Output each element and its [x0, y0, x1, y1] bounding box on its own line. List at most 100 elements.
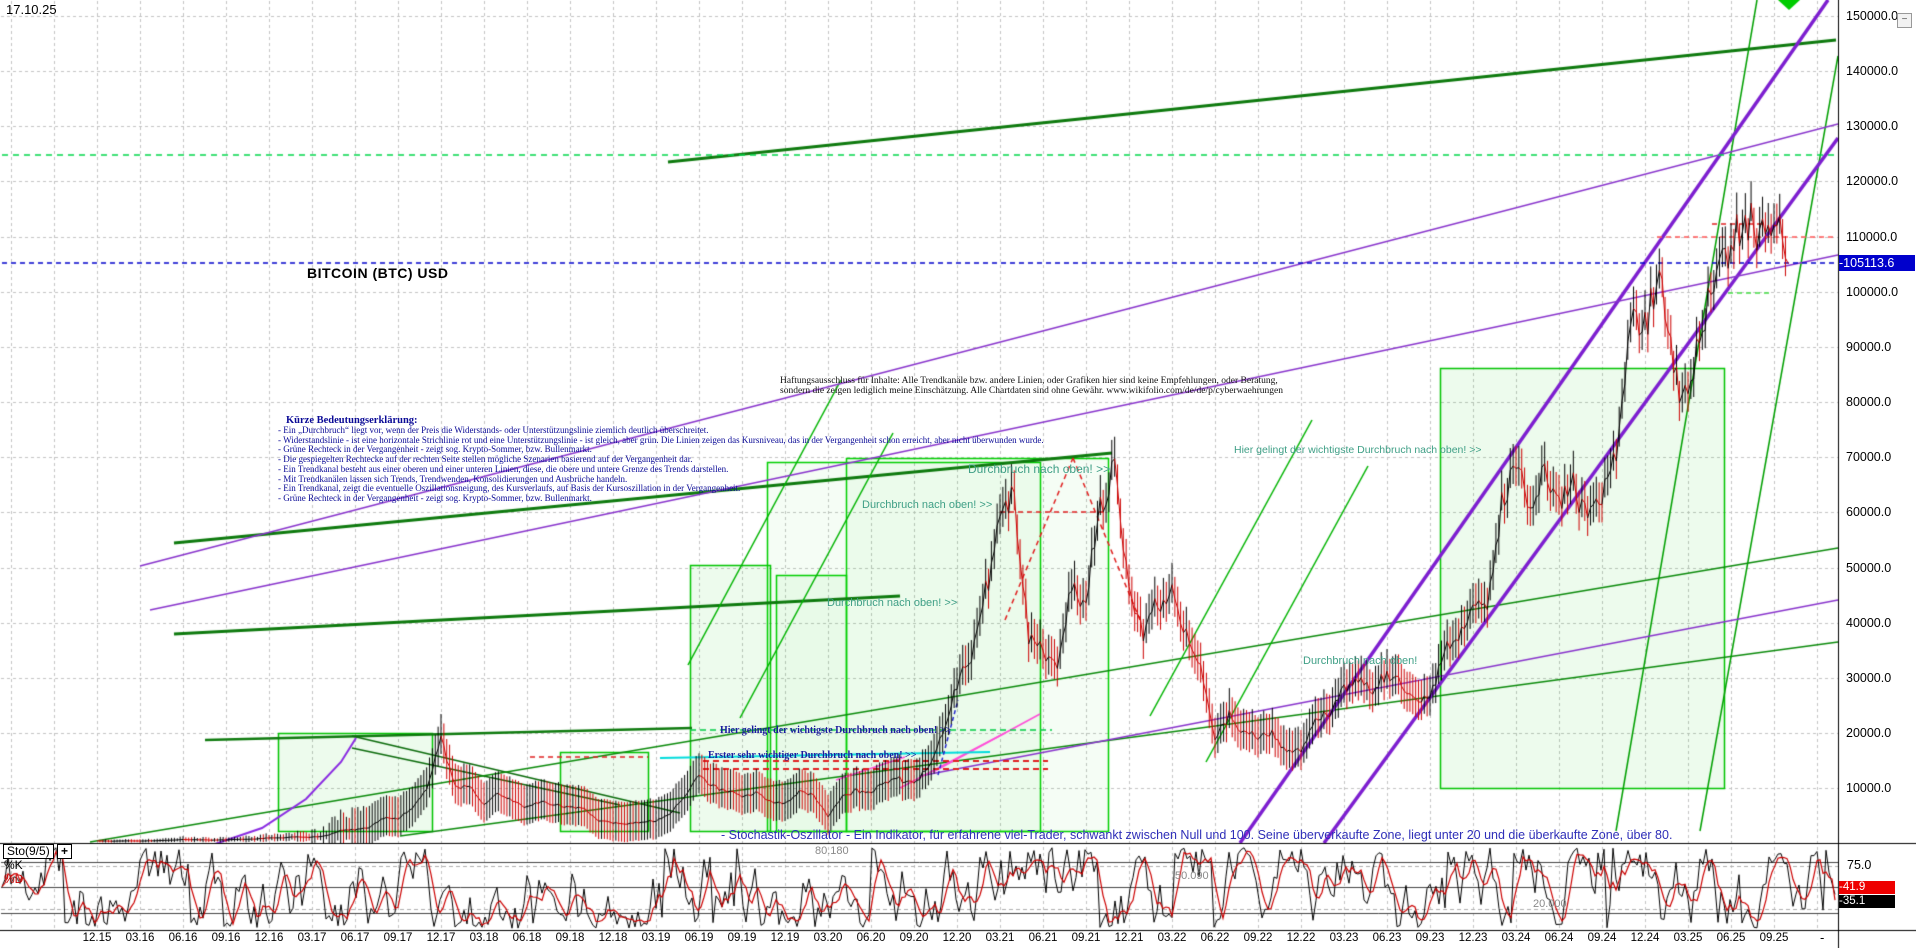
time-axis-label: 12.17 — [426, 932, 456, 944]
price-tick-label: 90000.0 — [1846, 339, 1892, 354]
time-axis-label: 03.23 — [1329, 932, 1359, 944]
price-tick-label: 140000.0 — [1846, 64, 1899, 79]
time-axis-label: 09.20 — [899, 932, 929, 944]
legend-line-2: - Widerstandslinie - ist eine horizontal… — [278, 434, 1044, 445]
time-axis-label: 03.18 — [469, 932, 499, 944]
price-tick-label: 150000.0 — [1846, 9, 1899, 23]
price-tick-label: 40000.0 — [1846, 615, 1892, 630]
time-axis-label: 12.19 — [770, 932, 800, 944]
time-axis-label: 03.16 — [125, 932, 155, 944]
stochastic-d-value-badge: -35.1 — [1839, 895, 1895, 908]
disclaimer-line1: Haftungsausschluss für Inhalte: Alle Tre… — [780, 376, 1278, 386]
time-axis-label: 03.17 — [297, 932, 327, 944]
annotation-durchbruch-2023: Durchbruch nach oben! — [1303, 655, 1418, 667]
time-axis-label: 03.24 — [1501, 932, 1531, 944]
price-tick-label: 50000.0 — [1846, 560, 1892, 575]
time-axis-label: 12.22 — [1286, 932, 1316, 944]
current-price-badge: -105113.6 — [1839, 255, 1915, 271]
time-axis-label: 09.24 — [1587, 932, 1617, 944]
oscillator-level-label: 50.090 — [1175, 870, 1209, 882]
legend-line-5: - Ein Trendkanal besteht aus einer obere… — [278, 463, 729, 474]
time-axis-label: 06.24 — [1544, 932, 1574, 944]
stochastic-k-label: %K — [4, 858, 23, 872]
annotation-durchbruch-2020: Durchbruch nach oben! >> — [862, 499, 993, 511]
time-axis-label: 09.21 — [1071, 932, 1101, 944]
time-axis-label: 06.23 — [1372, 932, 1402, 944]
time-axis-label: 06.17 — [340, 932, 370, 944]
price-tick-label: 130000.0 — [1846, 119, 1899, 134]
date-label: 17.10.25 — [6, 2, 57, 17]
legend-line-4: - Die gespiegelten Rechtecke auf der rec… — [278, 454, 693, 465]
annotation-wichtigster-durchbruch-2024: Hier gelingt der wichtigste Durchbruch n… — [1234, 444, 1482, 456]
time-axis-label: 06.19 — [684, 932, 714, 944]
legend-line-6: - Mit Trendkanälen lassen sich Trends, T… — [278, 473, 628, 484]
disclaimer-line2: sondern die zeigen lediglich meine Einsc… — [780, 385, 1283, 396]
time-axis-label: 12.18 — [598, 932, 628, 944]
disclaimer: Haftungsausschluss für Inhalte: Alle Tre… — [780, 376, 1283, 397]
axis-tick: - — [1839, 895, 1843, 907]
time-axis-label: 06.18 — [512, 932, 542, 944]
time-axis-label: 12.16 — [254, 932, 284, 944]
stochastic-d-value: 35.1 — [1842, 895, 1866, 907]
price-tick-label: 70000.0 — [1846, 450, 1892, 465]
time-axis-label: 06.21 — [1028, 932, 1058, 944]
current-price-value: 105113.6 — [1843, 256, 1895, 270]
time-axis-label: 12.20 — [942, 932, 972, 944]
legend-lines: - Ein „Durchbruch“ liegt vor, wenn der P… — [278, 425, 1044, 504]
legend-line-1: - Ein „Durchbruch“ liegt vor, wenn der P… — [278, 425, 709, 435]
legend-line-7: - Ein Trendkanal, zeigt die eventuelle O… — [278, 483, 741, 494]
axis-tick: - — [1839, 881, 1843, 893]
legend-line-3: - Grüne Rechteck in der Vergangenheit - … — [278, 444, 592, 455]
axis-corner-minus-button[interactable]: - — [1820, 930, 1825, 945]
time-axis-label: 06.16 — [168, 932, 198, 944]
legend-block: Kürze Bedeutungserklärung: - Ein „Durchb… — [278, 415, 1044, 504]
annotation-durchbruch-2021: Durchbruch nach oben! >> — [968, 462, 1111, 476]
time-axis-label: 12.15 — [82, 932, 112, 944]
annotation-wichtigster-durchbruch-2020: Hier gelingt der wichtigste Durchbruch n… — [720, 725, 952, 736]
time-axis-label: 09.23 — [1415, 932, 1445, 944]
time-axis-label: 03.20 — [813, 932, 843, 944]
indicator-add-button[interactable]: + — [57, 844, 72, 859]
price-tick-label: 100000.0 — [1846, 284, 1899, 299]
oscillator-level-label: 20.000 — [1533, 898, 1567, 910]
stochastic-k-value-badge: -41.9 — [1839, 881, 1895, 894]
time-axis-label: 09.16 — [211, 932, 241, 944]
time-axis-label: 12.23 — [1458, 932, 1488, 944]
annotation-erster-durchbruch-2017: Erster sehr wichtiger Durchbruch nach ob… — [708, 750, 917, 761]
time-axis-label: 03.25 — [1673, 932, 1703, 944]
time-axis-label: 09.25 — [1759, 932, 1789, 944]
stochastic-d-label: %D — [4, 872, 24, 886]
oscillator-level-label: 80.180 — [815, 845, 849, 857]
time-axis-label: 12.21 — [1114, 932, 1144, 944]
legend-title: Kürze Bedeutungserklärung: — [286, 415, 418, 426]
time-axis-label: 09.17 — [383, 932, 413, 944]
oscillator-upper-level-label: 75.0 — [1847, 858, 1872, 872]
time-axis-label: 06.20 — [856, 932, 886, 944]
price-tick-label: 10000.0 — [1846, 781, 1892, 796]
legend-line-8: - Grüne Rechteck in der Vergangenheit - … — [278, 492, 592, 503]
price-tick-label: 60000.0 — [1846, 505, 1892, 520]
time-axis-label: 12.24 — [1630, 932, 1660, 944]
stochastic-k-value: 41.9 — [1842, 881, 1866, 893]
indicator-label[interactable]: Sto(9/5) — [3, 844, 54, 859]
collapse-panel-button[interactable]: − — [1897, 13, 1912, 28]
annotation-durchbruch-dez-2020: Durchbruch nach oben! >> — [827, 597, 958, 609]
time-axis-label: 09.18 — [555, 932, 585, 944]
chart-title: BITCOIN (BTC) USD — [307, 265, 449, 281]
time-axis-label: 09.19 — [727, 932, 757, 944]
time-axis-label: 03.21 — [985, 932, 1015, 944]
time-axis-label: 03.19 — [641, 932, 671, 944]
time-axis-label: 03.22 — [1157, 932, 1187, 944]
time-axis-label: 06.22 — [1200, 932, 1230, 944]
price-tick-label: 80000.0 — [1846, 395, 1892, 410]
price-tick-label: 120000.0 — [1846, 174, 1899, 189]
price-tick-label: 20000.0 — [1846, 725, 1892, 740]
axis-tick: - — [1839, 256, 1844, 270]
oscillator-note: - Stochastik-Oszillator - Ein Indikator,… — [721, 828, 1673, 842]
time-axis-label: 09.22 — [1243, 932, 1273, 944]
price-tick-label: 30000.0 — [1846, 670, 1892, 685]
price-tick-label: 110000.0 — [1846, 229, 1898, 244]
time-axis-label: 06.25 — [1716, 932, 1746, 944]
